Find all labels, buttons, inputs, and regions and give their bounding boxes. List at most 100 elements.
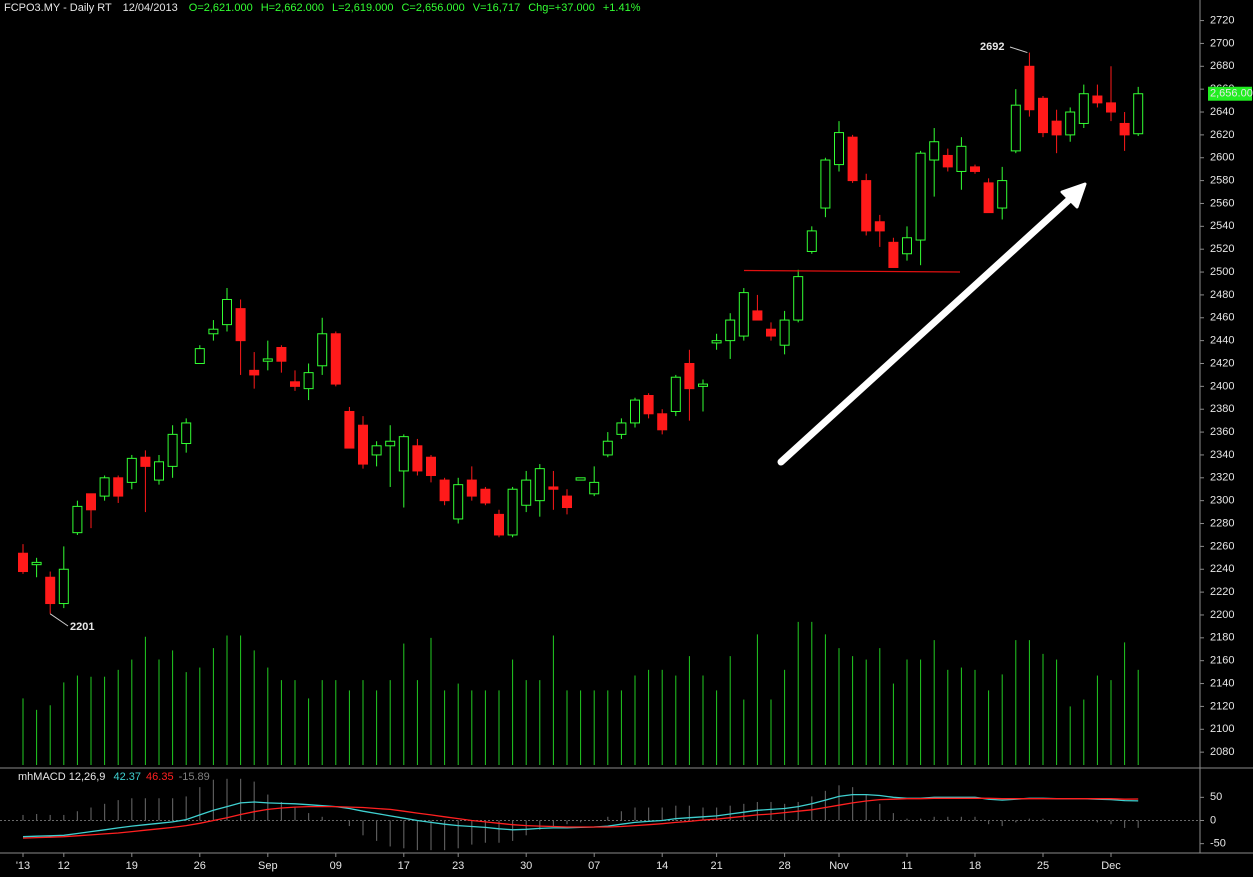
axes bbox=[0, 0, 1253, 854]
candle-body bbox=[86, 493, 96, 511]
macd-y-tick-label: -50 bbox=[1210, 838, 1226, 850]
candle-body bbox=[766, 328, 776, 337]
candle-body bbox=[249, 369, 260, 376]
x-tick-label: 23 bbox=[452, 860, 464, 872]
candle-body bbox=[507, 488, 518, 536]
candle-body bbox=[657, 413, 668, 431]
candle-body bbox=[1078, 93, 1089, 124]
y-tick-label: 2540 bbox=[1210, 220, 1234, 232]
candle-body bbox=[847, 136, 858, 182]
candle-body bbox=[942, 154, 953, 168]
y-tick-label: 2200 bbox=[1210, 609, 1234, 621]
macd-name: mhMACD 12,26,9 bbox=[18, 771, 105, 783]
candle-body bbox=[1119, 122, 1130, 136]
candle-body bbox=[861, 180, 872, 232]
candle-body bbox=[398, 436, 409, 472]
x-tick-label: 07 bbox=[588, 860, 600, 872]
macd-layer bbox=[0, 778, 1200, 851]
candle-body bbox=[276, 346, 287, 362]
candle-body bbox=[589, 481, 600, 495]
x-tick-label: Dec bbox=[1101, 860, 1121, 872]
x-tick-label: 09 bbox=[330, 860, 342, 872]
candle-body bbox=[630, 399, 640, 424]
x-tick-label: 26 bbox=[194, 860, 206, 872]
y-tick-label: 2680 bbox=[1210, 60, 1234, 72]
candle-body bbox=[18, 552, 28, 573]
candle-body bbox=[412, 445, 423, 472]
y-tick-label: 2360 bbox=[1210, 426, 1234, 438]
quote-item: O=2,621.000 bbox=[189, 2, 253, 14]
candle-body bbox=[222, 298, 232, 326]
candle-body bbox=[358, 424, 368, 465]
y-tick-label: 2300 bbox=[1210, 495, 1234, 507]
y-tick-label: 2640 bbox=[1210, 106, 1234, 118]
candle-body bbox=[616, 422, 627, 435]
candles-layer bbox=[18, 52, 1144, 614]
candle-body bbox=[970, 166, 980, 172]
trend-arrow-head bbox=[1060, 182, 1087, 209]
macd-value: 42.37 bbox=[114, 771, 142, 783]
x-tick-label: 17 bbox=[398, 860, 410, 872]
candle-body bbox=[344, 411, 355, 449]
macd-header: mhMACD 12,26,9 42.37 46.35 -15.89 bbox=[18, 771, 210, 783]
quote-item: H=2,662.000 bbox=[261, 2, 324, 14]
candle-body bbox=[154, 461, 164, 481]
y-tick-label: 2260 bbox=[1210, 540, 1234, 552]
quote-item: Chg=+37.000 bbox=[528, 2, 595, 14]
chart-header: FCPO3.MY - Daily RT 12/04/2013 O=2,621.0… bbox=[4, 2, 641, 14]
candle-body bbox=[262, 358, 273, 362]
candle-body bbox=[1092, 95, 1103, 104]
candle-body bbox=[58, 568, 69, 605]
x-tick-label: Nov bbox=[829, 860, 849, 872]
y-tick-label: 2120 bbox=[1210, 700, 1234, 712]
y-tick-label: 2400 bbox=[1210, 380, 1234, 392]
candle-body bbox=[562, 495, 572, 509]
candle-body bbox=[126, 457, 137, 483]
x-tick-label: Sep bbox=[258, 860, 278, 872]
candle-body bbox=[480, 488, 491, 504]
high-label: 2692 bbox=[980, 41, 1004, 53]
y-tick-label: 2500 bbox=[1210, 266, 1234, 278]
candle-body bbox=[929, 141, 940, 161]
macd-value: 46.35 bbox=[146, 771, 174, 783]
candle-body bbox=[643, 395, 654, 415]
last-price-box bbox=[1208, 86, 1252, 101]
candle-body bbox=[956, 145, 967, 172]
candle-body bbox=[303, 372, 314, 390]
low-leader bbox=[49, 613, 69, 627]
y-tick-label: 2160 bbox=[1210, 655, 1234, 667]
candle-body bbox=[534, 468, 545, 502]
x-tick-label: 11 bbox=[901, 860, 912, 872]
candle-body bbox=[317, 333, 328, 367]
candle-body bbox=[738, 292, 749, 337]
y-tick-label: 2420 bbox=[1210, 357, 1234, 369]
candle-body bbox=[466, 479, 477, 497]
text-layer: FCPO3.MY - Daily RT 12/04/2013 O=2,621.0… bbox=[4, 2, 1253, 872]
candle-body bbox=[997, 180, 1008, 209]
chart-date: 12/04/2013 bbox=[123, 2, 178, 14]
candle-body bbox=[494, 513, 504, 536]
candle-body bbox=[902, 237, 912, 255]
volume-layer bbox=[22, 621, 1139, 765]
candle-body bbox=[99, 477, 110, 497]
chart-title: FCPO3.MY - Daily RT bbox=[4, 2, 112, 14]
candle-body bbox=[684, 362, 695, 390]
macd-line bbox=[22, 797, 1139, 839]
y-tick-label: 2480 bbox=[1210, 289, 1234, 301]
candle-body bbox=[874, 221, 885, 232]
candle-body bbox=[983, 182, 994, 214]
candle-body bbox=[290, 381, 300, 387]
candle-body bbox=[371, 445, 382, 456]
x-tick-label: 12 bbox=[58, 860, 70, 872]
candle-body bbox=[915, 152, 926, 241]
candle-body bbox=[752, 310, 763, 321]
candle-body bbox=[548, 486, 559, 490]
candle-body bbox=[1133, 93, 1144, 135]
candle-body bbox=[670, 376, 681, 413]
candle-body bbox=[140, 456, 151, 467]
candle-body bbox=[235, 308, 246, 342]
annotations bbox=[743, 182, 1087, 466]
quote-item: V=16,717 bbox=[473, 2, 520, 14]
candle-body bbox=[45, 576, 56, 605]
